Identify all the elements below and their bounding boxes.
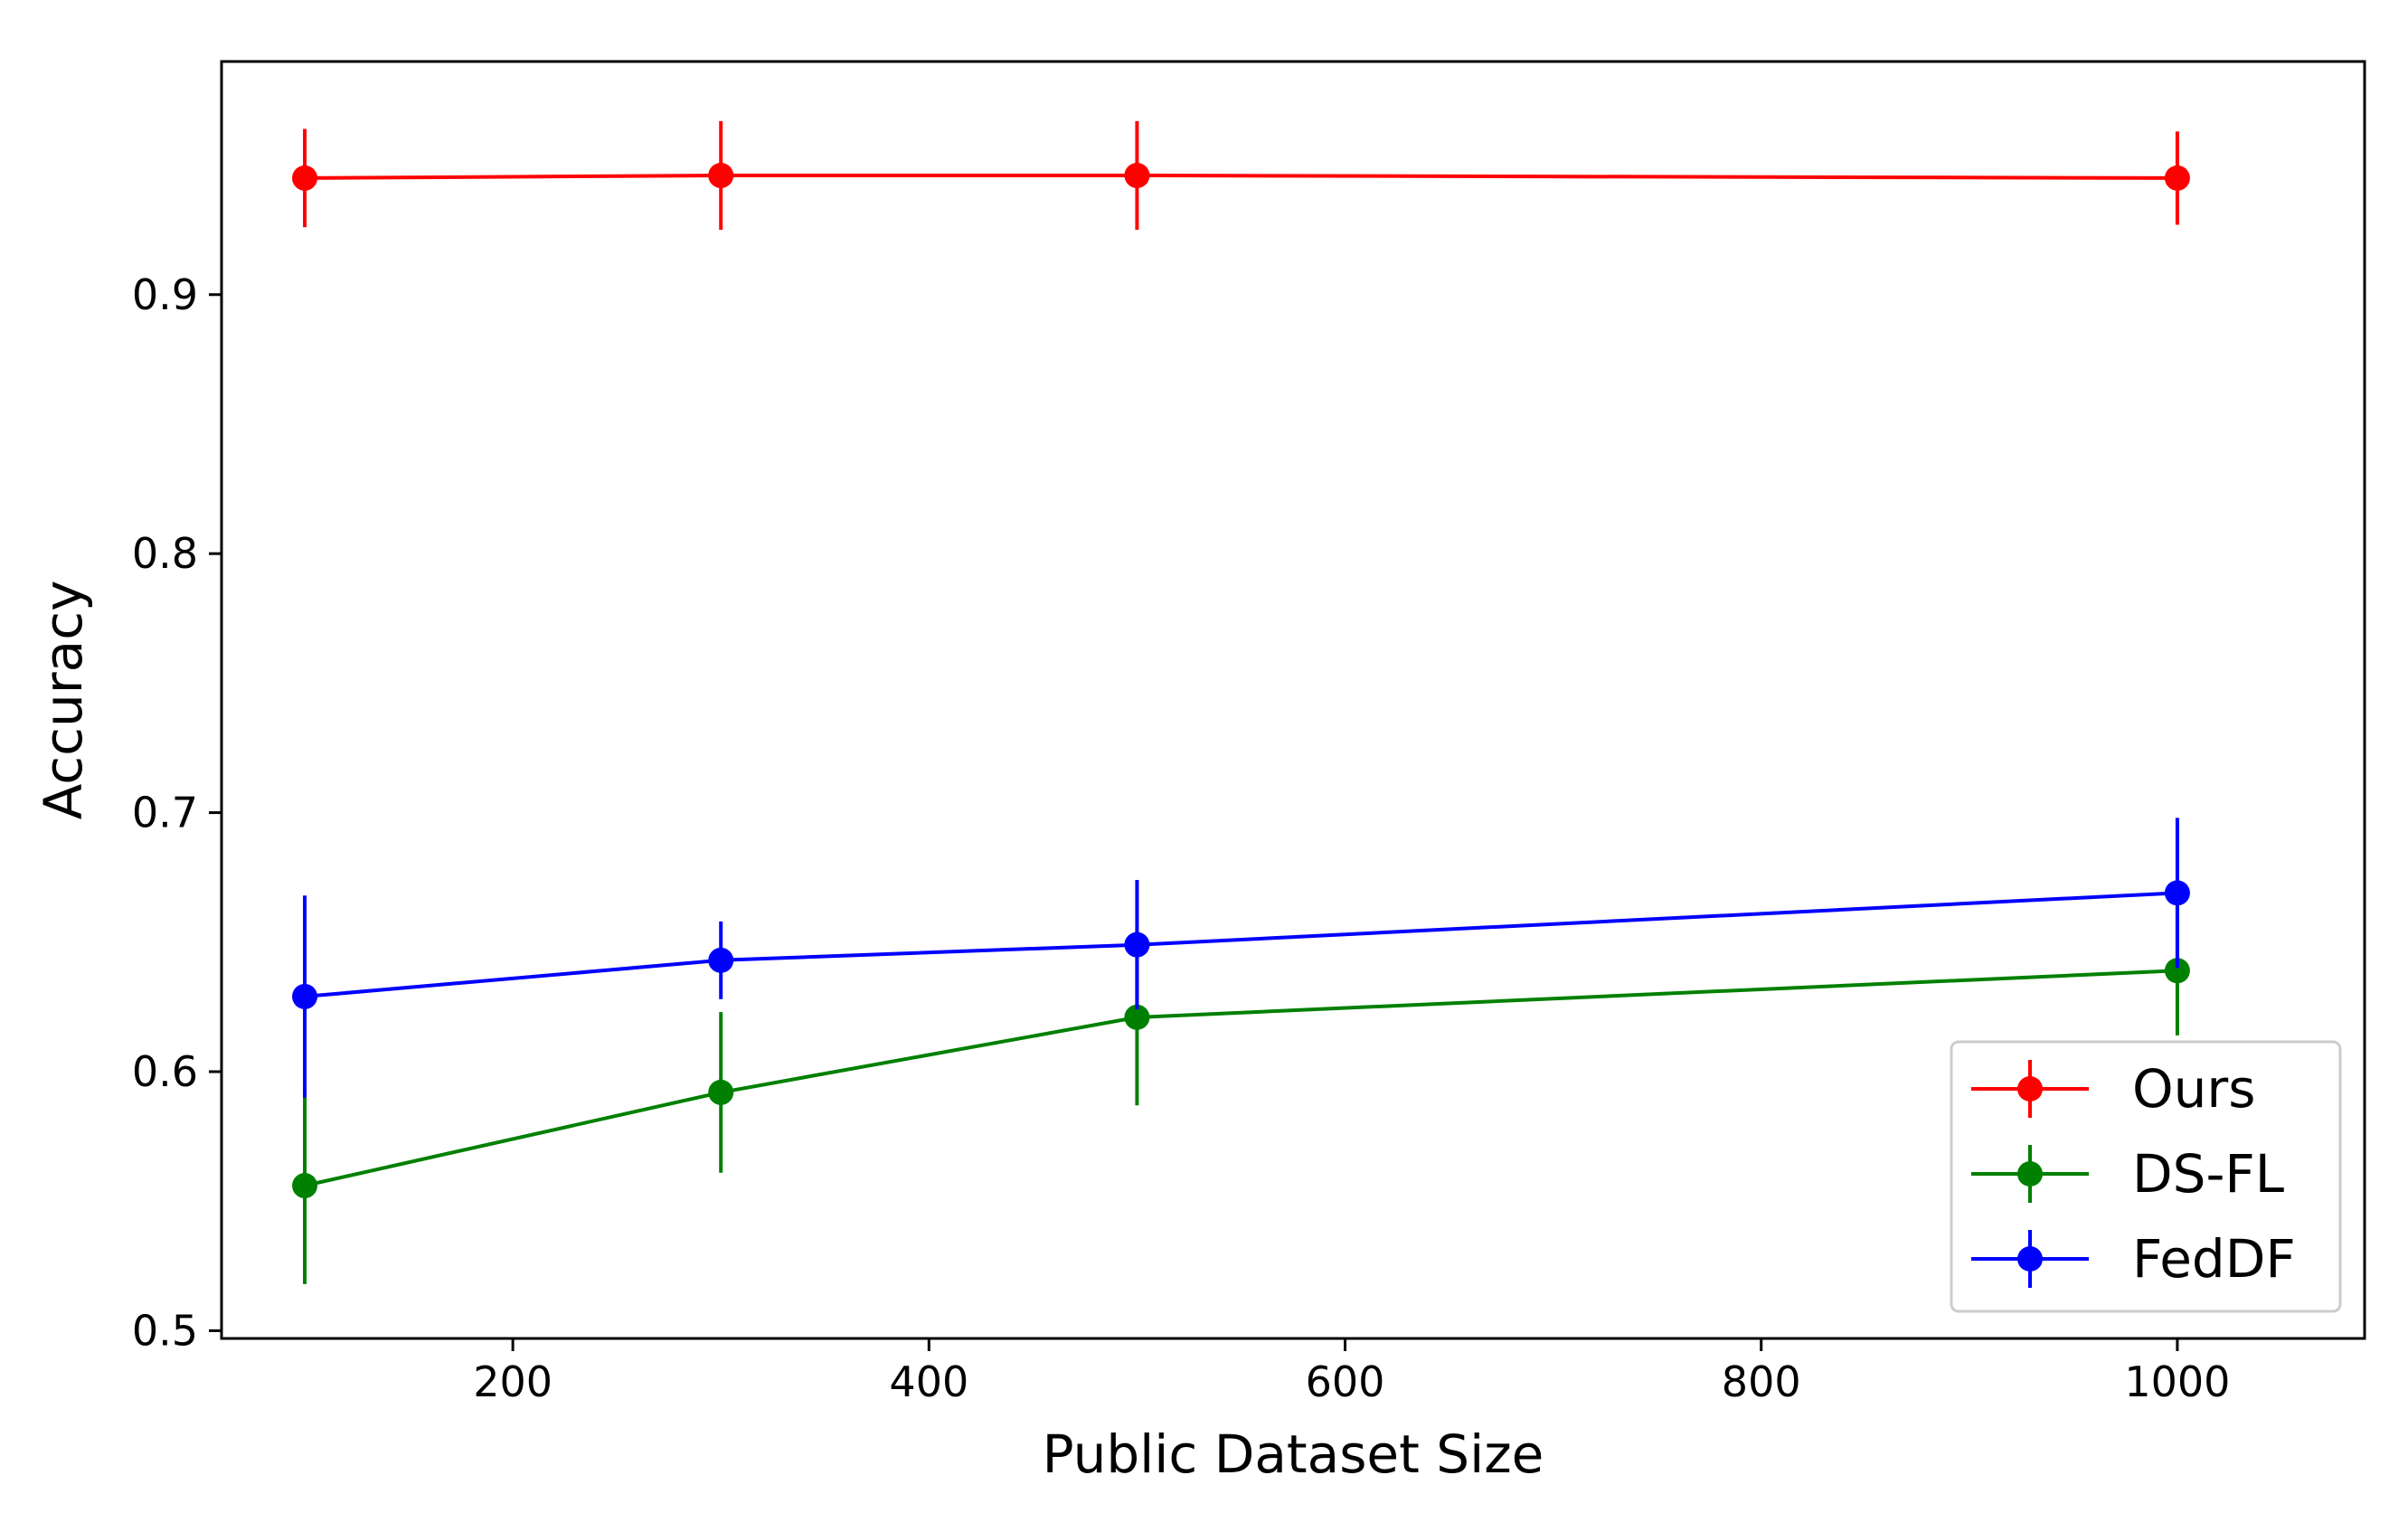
series-line-ours (304, 174, 2177, 180)
legend-label: FedDF (2132, 1228, 2296, 1290)
y-tick-label: 0.9 (132, 270, 198, 319)
series-ds-fl (292, 905, 2190, 1284)
legend: Ours DS-FL FedDF (1950, 1040, 2342, 1313)
data-point-feddf (1124, 931, 1150, 958)
data-point-feddf (2164, 880, 2190, 906)
legend-box (1950, 1040, 2342, 1313)
data-point-feddf (708, 947, 734, 973)
legend-marker (2017, 1076, 2043, 1102)
legend-item-ds-fl: DS-FL (1971, 1143, 2284, 1205)
series-ours (292, 120, 2190, 231)
data-point-ds-fl (2164, 958, 2190, 984)
legend-item-feddf: FedDF (1971, 1228, 2296, 1290)
x-tick-label: 200 (473, 1357, 552, 1406)
legend-marker (2017, 1161, 2043, 1187)
data-point-ours (2164, 165, 2190, 191)
y-tick-label: 0.7 (132, 789, 198, 837)
legend-item-ours: Ours (1971, 1058, 2255, 1120)
legend-marker (2017, 1246, 2043, 1272)
data-point-feddf (292, 983, 318, 1009)
y-axis: 0.5 0.6 0.7 0.8 0.9 (132, 270, 222, 1355)
series-layer (292, 120, 2190, 1284)
x-axis-label: Public Dataset Size (1043, 1423, 1544, 1485)
series-line-ds-fl (304, 969, 2177, 1187)
x-tick-label: 800 (1722, 1357, 1801, 1406)
legend-label: DS-FL (2132, 1143, 2284, 1205)
y-tick-label: 0.6 (132, 1047, 198, 1096)
x-axis: 200 400 600 800 1000 (473, 1338, 2230, 1406)
x-tick-label: 400 (889, 1357, 968, 1406)
x-tick-label: 600 (1306, 1357, 1385, 1406)
data-point-ours (708, 163, 734, 189)
data-point-ds-fl (708, 1079, 734, 1105)
plot-frame (220, 60, 2366, 1340)
data-point-ds-fl (1124, 1004, 1150, 1030)
y-axis-label: Accuracy (33, 581, 94, 820)
data-point-ds-fl (292, 1173, 318, 1199)
y-tick-label: 0.5 (132, 1306, 198, 1355)
series-line-feddf (304, 891, 2177, 998)
series-feddf (292, 818, 2190, 1098)
x-tick-label: 1000 (2124, 1357, 2230, 1406)
data-point-ours (1124, 163, 1150, 189)
legend-label: Ours (2132, 1058, 2255, 1120)
data-point-ours (292, 165, 318, 191)
y-tick-label: 0.8 (132, 529, 198, 578)
